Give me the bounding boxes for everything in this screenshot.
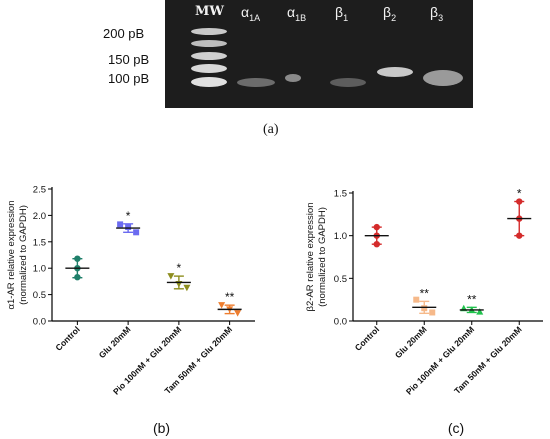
data-group-2: ** (459, 292, 484, 315)
sample-band-b2 (377, 67, 413, 77)
data-point (429, 309, 436, 316)
y-axis-label: (normalized to GAPDH) (18, 205, 29, 305)
data-point (74, 255, 81, 262)
y-tick-label: 1.0 (33, 264, 46, 275)
significance-mark: ** (225, 290, 235, 304)
ladder-band (191, 28, 227, 35)
data-point (183, 284, 191, 292)
lane-label-b2: β2 (383, 4, 397, 23)
y-tick-label: 0.0 (33, 317, 46, 328)
sample-band-a1b (285, 74, 301, 82)
ladder-band (191, 77, 227, 87)
beta2-ar-chart: 0.0 0.5 1.0 1.5 β2-AR relative expression (no… (305, 187, 543, 436)
data-group-2: * (166, 261, 191, 292)
lane-label-b3: β3 (430, 4, 444, 23)
lane-label-a1b: α1B (287, 4, 307, 23)
ladder-band (191, 64, 227, 73)
y-axis-label: α1-AR relative expression (6, 201, 17, 310)
lane-label-a1a: α1A (241, 4, 261, 23)
significance-mark: * (126, 209, 131, 223)
y-tick-label: 2.0 (33, 211, 46, 222)
data-point (117, 221, 124, 228)
x-tick-label: Control (353, 324, 381, 352)
data-point (373, 223, 380, 231)
panel-label-a: (a) (263, 122, 279, 137)
significance-mark: ** (467, 292, 477, 306)
data-group-0 (65, 255, 90, 281)
y-tick-label: 1.0 (334, 231, 347, 242)
x-tick-label: Glu 20mM (393, 324, 429, 360)
y-tick-label: 1.5 (334, 189, 347, 200)
marker-label-100: 100 pB (108, 71, 150, 86)
x-tick-label: Control (53, 324, 81, 352)
data-group-1: * (116, 209, 141, 236)
alpha1-ar-chart: 0.0 0.5 1.0 1.5 2.0 2.5 α1-AR relative express… (6, 185, 255, 436)
lane-label-b1: β1 (335, 4, 349, 23)
data-point (413, 296, 420, 303)
data-point (133, 229, 140, 236)
ladder-band (191, 52, 227, 60)
y-tick-label: 0.5 (334, 274, 347, 285)
data-group-3: ** (217, 290, 242, 317)
mw-lane-label: MW (195, 4, 224, 19)
y-tick-label: 0.5 (33, 290, 46, 301)
sample-band-b1 (330, 78, 366, 87)
y-tick-label: 0.0 (334, 317, 347, 328)
sample-band-b3 (423, 70, 463, 86)
significance-mark: ** (420, 286, 430, 300)
data-group-3: * (507, 187, 532, 239)
data-point (125, 224, 132, 231)
data-point (421, 305, 428, 312)
y-tick-label: 1.5 (33, 237, 46, 248)
data-group-0 (364, 223, 389, 248)
data-point (167, 273, 175, 280)
data-point (218, 302, 226, 309)
gel-panel: 200 pB 150 pB 100 pB MW α1A α1B β1 β2 β3… (0, 0, 550, 140)
data-point (74, 273, 81, 281)
sample-band-a1a (237, 78, 275, 87)
significance-mark: * (177, 261, 182, 275)
significance-mark: * (517, 187, 522, 201)
panel-label: (b) (153, 420, 170, 436)
marker-label-200: 200 pB (103, 26, 145, 41)
data-point (476, 308, 484, 315)
y-axis-label: β2-AR relative expression (305, 203, 316, 312)
data-group-1: ** (412, 286, 437, 316)
data-point (516, 232, 523, 239)
y-axis-label: (normalized to GAPDH) (317, 207, 328, 307)
ladder-band (191, 40, 227, 47)
data-point (516, 198, 523, 205)
panel-label: (c) (448, 420, 464, 436)
data-point (234, 310, 242, 317)
x-tick-label: Glu 20mM (97, 324, 133, 360)
data-point (373, 241, 380, 248)
y-tick-label: 2.5 (33, 185, 46, 196)
marker-label-150: 150 pB (108, 52, 150, 67)
gel-image: MW α1A α1B β1 β2 β3 (165, 0, 473, 108)
